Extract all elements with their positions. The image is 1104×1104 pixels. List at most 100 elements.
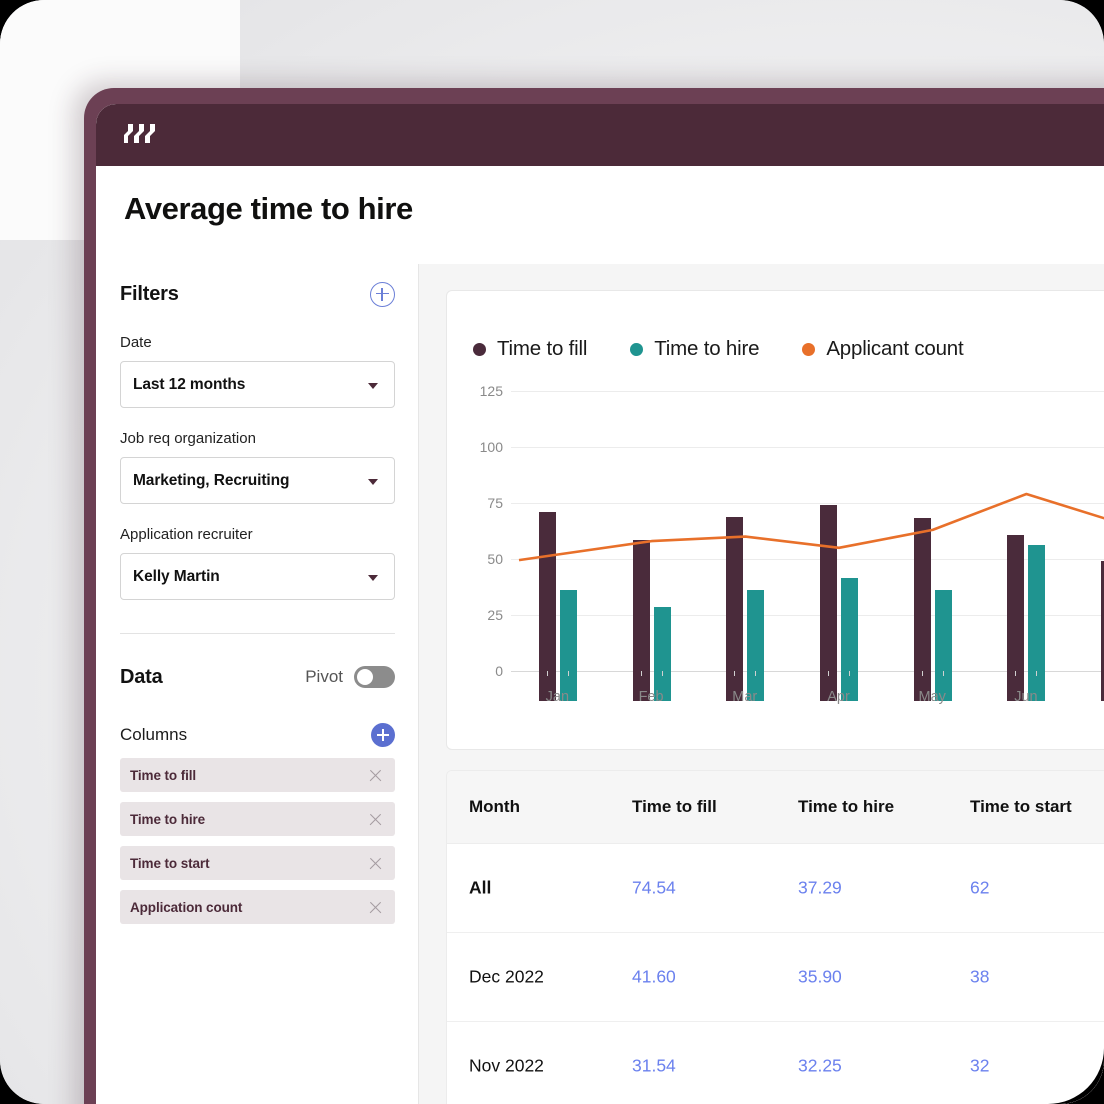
- table-cell-value[interactable]: 74.54: [632, 877, 676, 898]
- pivot-toggle[interactable]: [354, 666, 395, 688]
- table-column-header[interactable]: Time to fill: [632, 797, 717, 816]
- legend-item[interactable]: Time to hire: [630, 337, 760, 361]
- date-select[interactable]: Last 12 months: [120, 361, 395, 408]
- chart-bar[interactable]: [934, 590, 952, 701]
- chevron-down-icon: [368, 574, 378, 581]
- table-cell-value[interactable]: 37.29: [798, 877, 842, 898]
- pivot-label: Pivot: [305, 667, 343, 686]
- y-axis-tick-label: 50: [487, 551, 503, 567]
- data-table-card: Month Time to fill Time to hire Time to sta…: [446, 770, 1104, 1104]
- applicant-count-line: [518, 492, 1104, 562]
- table-row[interactable]: Dec 2022 41.60 35.90 38: [447, 933, 1104, 1022]
- x-axis-tick-label: Apr: [827, 689, 850, 705]
- legend-item[interactable]: Applicant count: [802, 337, 964, 361]
- x-axis-tick-mark: [734, 671, 736, 676]
- filters-title: Filters: [120, 282, 179, 305]
- application-recruiter-select[interactable]: Kelly Martin: [120, 553, 395, 600]
- page-title: Average time to hire: [124, 191, 413, 226]
- chart-plot-area: 0255075100125JanFebMarAprMayJunJul: [447, 383, 1104, 705]
- column-chip-application-count[interactable]: Application count: [120, 890, 395, 924]
- x-axis-tick-mark: [661, 671, 663, 676]
- chart-bar[interactable]: [841, 577, 858, 701]
- table-cell-value[interactable]: 32: [970, 1055, 990, 1076]
- main-panel: Time to fill Time to hire Applicant count …: [419, 264, 1104, 1104]
- table-cell-value[interactable]: 38: [970, 966, 990, 987]
- chart-legend: Time to fill Time to hire Applicant count: [473, 337, 964, 361]
- application-recruiter-value: Kelly Martin: [133, 567, 220, 585]
- x-axis-tick-mark: [1015, 671, 1017, 676]
- sidebar-divider: [120, 633, 395, 634]
- three-wave-logo[interactable]: [124, 120, 168, 150]
- table-cell-value[interactable]: 32.25: [798, 1055, 842, 1076]
- table-cell-value[interactable]: 41.60: [632, 966, 676, 987]
- job-req-organization-select[interactable]: Marketing, Recruiting: [120, 457, 395, 504]
- add-filter-plus-icon[interactable]: [370, 281, 395, 307]
- table-row[interactable]: All 74.54 37.29 62: [447, 844, 1104, 933]
- legend-item[interactable]: Time to fill: [473, 337, 587, 361]
- chart-bar[interactable]: [820, 505, 837, 701]
- y-axis-tick-label: 0: [495, 663, 503, 679]
- x-axis-tick-label: Jan: [545, 689, 570, 705]
- chart-bar[interactable]: [1101, 561, 1104, 701]
- x-axis-tick-label: Mar: [732, 689, 758, 705]
- x-axis-tick-mark: [828, 671, 829, 676]
- date-select-value: Last 12 months: [133, 375, 246, 393]
- legend-swatch-icon: [630, 342, 644, 356]
- legend-swatch-icon: [802, 342, 816, 356]
- close-icon[interactable]: [368, 768, 383, 783]
- columns-label: Columns: [120, 725, 188, 744]
- x-axis-tick-mark: [546, 671, 548, 676]
- date-field-label: Date: [120, 334, 152, 351]
- chart-bar[interactable]: [913, 518, 931, 701]
- sidebar: Filters Date Last 12 months Job req orga…: [96, 264, 419, 1104]
- table-column-header[interactable]: Time to hire: [798, 797, 895, 816]
- chart-gridline: [511, 615, 1104, 616]
- close-icon[interactable]: [368, 856, 383, 871]
- y-axis-tick-label: 125: [479, 383, 503, 399]
- chart-bar[interactable]: [726, 517, 744, 701]
- chevron-down-icon: [368, 478, 378, 485]
- add-column-plus-icon[interactable]: [371, 723, 395, 747]
- y-axis-tick-label: 75: [487, 495, 503, 511]
- app-header: [96, 104, 1104, 166]
- table-row[interactable]: Nov 2022 31.54 32.25 32: [447, 1022, 1104, 1104]
- column-chip-label: Application count: [130, 899, 243, 915]
- data-section-header: Data Pivot: [120, 660, 395, 694]
- chart-axis-line: [511, 671, 1104, 672]
- table-column-header[interactable]: Time to start: [970, 797, 1072, 816]
- table-cell-value[interactable]: 31.54: [632, 1055, 676, 1076]
- table-column-header[interactable]: Month: [469, 797, 520, 816]
- table-cell-value[interactable]: 35.90: [798, 966, 842, 987]
- table-cell-value[interactable]: 62: [970, 877, 990, 898]
- table-cell-month: All: [469, 877, 492, 898]
- chart-bar[interactable]: [653, 606, 671, 701]
- title-bar: Average time to hire: [96, 166, 1104, 264]
- chart-bar[interactable]: [632, 539, 650, 701]
- column-chip-time-to-fill[interactable]: Time to fill: [120, 758, 395, 792]
- legend-label: Time to hire: [654, 337, 760, 360]
- table-header-row: Month Time to fill Time to hire Time to sta…: [447, 771, 1104, 844]
- x-axis-tick-mark: [567, 671, 569, 676]
- close-icon[interactable]: [368, 900, 383, 915]
- chart-gridline: [511, 503, 1104, 504]
- table-cell-month: Dec 2022: [469, 966, 544, 987]
- chevron-down-icon: [368, 382, 378, 389]
- close-icon[interactable]: [368, 812, 383, 827]
- x-axis-tick-label: May: [918, 689, 946, 705]
- column-chip-time-to-hire[interactable]: Time to hire: [120, 802, 395, 836]
- chart-bar[interactable]: [1028, 545, 1046, 701]
- pivot-toggle-knob: [357, 669, 373, 685]
- chart-gridline: [511, 447, 1104, 448]
- chart-bar[interactable]: [747, 590, 765, 701]
- columns-header: Columns: [120, 722, 395, 748]
- data-title: Data: [120, 665, 163, 688]
- column-chip-time-to-start[interactable]: Time to start: [120, 846, 395, 880]
- chart-bar[interactable]: [1007, 535, 1025, 701]
- chart-gridline: [511, 559, 1104, 560]
- application-recruiter-label: Application recruiter: [120, 526, 253, 543]
- x-axis-tick-mark: [849, 671, 850, 676]
- device-screen: Average time to hire Filters Date Last 1…: [96, 104, 1104, 1104]
- chart-bar[interactable]: [559, 590, 577, 701]
- chart-bar[interactable]: [538, 511, 556, 701]
